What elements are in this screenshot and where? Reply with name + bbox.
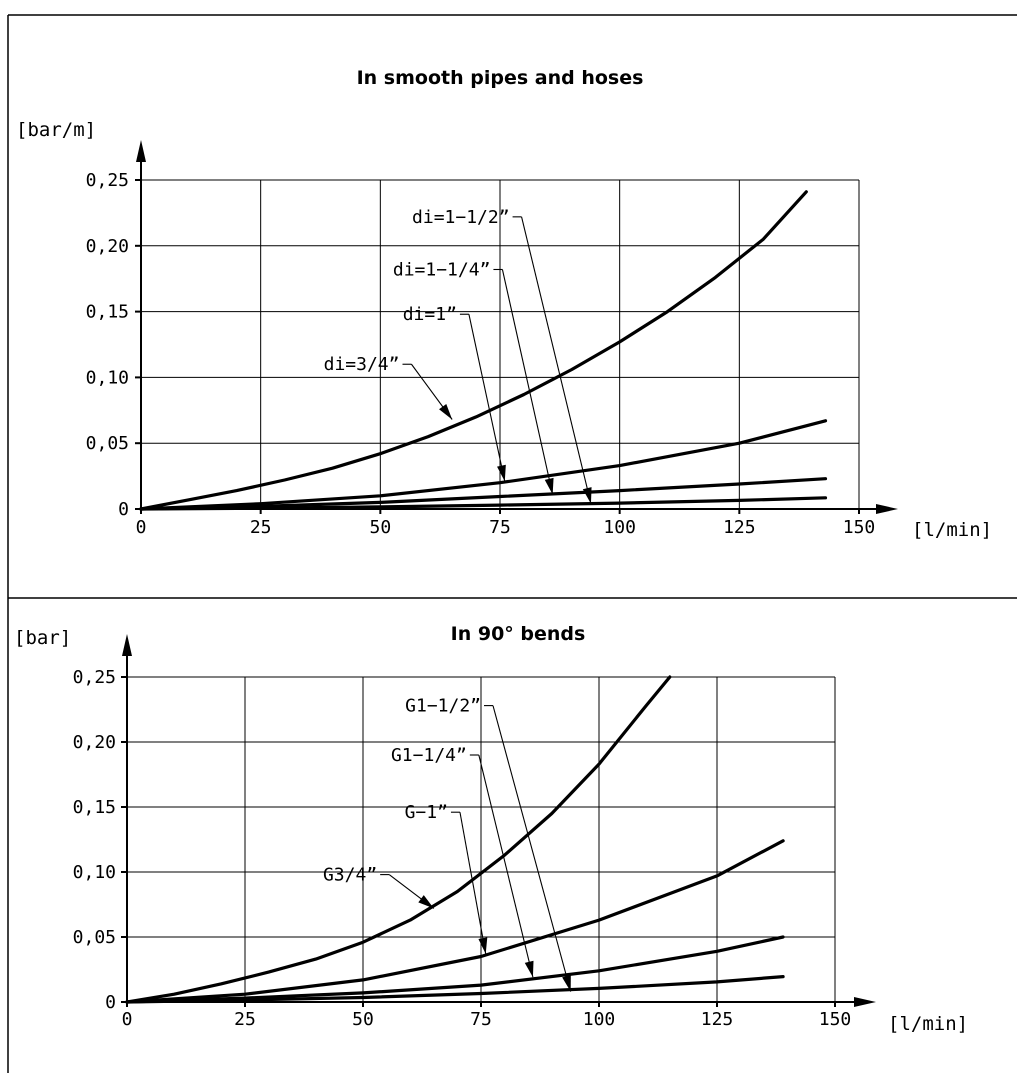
- x-tick-label: 125: [723, 517, 756, 538]
- x-axis-label: [l/min]: [912, 519, 992, 541]
- series-line: [139, 496, 828, 511]
- y-tick-label: 0,05: [73, 927, 116, 948]
- series-callout-label: di=1−1/4”: [393, 259, 491, 280]
- y-tick-label: 0: [118, 499, 129, 520]
- chart-90-bends: In 90° bends [bar] [l/min] 0 25 50 75 100 125…: [14, 623, 968, 1035]
- y-axis-label: [bar/m]: [16, 119, 96, 141]
- x-tick-label: 150: [843, 517, 876, 538]
- callout-arrowhead: [418, 895, 434, 909]
- x-axis-label: [l/min]: [888, 1013, 968, 1035]
- x-tick-label: 100: [583, 1009, 616, 1030]
- callout-leader-slanted: [459, 812, 487, 954]
- callout-arrowhead: [582, 487, 592, 504]
- y-tick-label: 0,15: [73, 797, 116, 818]
- callout-leader-slanted: [478, 754, 534, 978]
- y-axis-arrowhead: [122, 634, 132, 656]
- x-tick-label: 0: [136, 517, 147, 538]
- callout-leader-slanted: [468, 314, 506, 482]
- y-axis-arrowhead: [136, 140, 146, 162]
- y-tick-label: 0: [105, 992, 116, 1013]
- callout-arrowhead: [562, 974, 571, 992]
- callout-arrowhead: [497, 464, 506, 482]
- chart-title: In 90° bends: [451, 623, 586, 645]
- callout-leader-slanted: [521, 216, 592, 504]
- x-tick-label: 25: [250, 517, 272, 538]
- x-tick-label: 100: [603, 517, 636, 538]
- x-axis-arrowhead: [876, 504, 898, 514]
- series-callout-label: di=1”: [403, 304, 457, 325]
- y-axis-label: [bar]: [14, 627, 71, 649]
- y-tick-label: 0,15: [86, 302, 129, 323]
- series-line: [139, 190, 808, 511]
- callout-leader-slanted: [501, 269, 554, 495]
- chart-title: In smooth pipes and hoses: [357, 67, 644, 89]
- x-axis-arrowhead: [854, 997, 876, 1007]
- y-tick-label: 0,25: [86, 170, 129, 191]
- series-line: [125, 975, 785, 1004]
- callout-arrowhead: [478, 937, 488, 954]
- x-tick-label: 50: [369, 517, 391, 538]
- series-line: [139, 477, 828, 511]
- series-callout-label: G1−1/2”: [405, 696, 481, 717]
- x-tick-label: 150: [819, 1009, 852, 1030]
- x-tick-label: 0: [122, 1009, 133, 1030]
- x-tick-label: 75: [489, 517, 511, 538]
- x-tick-label: 75: [470, 1009, 492, 1030]
- series-callout-label: di=3/4”: [324, 354, 400, 375]
- x-tick-label: 125: [701, 1009, 734, 1030]
- callout-leader-slanted: [492, 705, 572, 992]
- x-tick-label: 50: [352, 1009, 374, 1030]
- series-line: [125, 675, 672, 1004]
- series-line: [125, 839, 785, 1004]
- callout-arrowhead: [544, 477, 554, 495]
- series-line: [125, 935, 785, 1004]
- callout-arrowhead: [524, 960, 534, 978]
- y-tick-label: 0,20: [86, 236, 129, 257]
- chart-smooth-pipes: In smooth pipes and hoses [bar/m] [l/min…: [16, 67, 992, 541]
- y-tick-label: 0,10: [73, 862, 116, 883]
- y-tick-label: 0,05: [86, 433, 129, 454]
- series-callout-label: G−1”: [405, 802, 448, 823]
- series-callout-label: G1−1/4”: [391, 745, 467, 766]
- y-tick-label: 0,20: [73, 732, 116, 753]
- y-tick-label: 0,10: [86, 367, 129, 388]
- series-line: [139, 419, 828, 511]
- x-tick-label: 25: [234, 1009, 256, 1030]
- callout-arrowhead: [439, 403, 453, 420]
- y-tick-label: 0,25: [73, 667, 116, 688]
- series-callout-label: G3/4”: [323, 865, 377, 886]
- series-callout-label: di=1−1/2”: [412, 207, 510, 228]
